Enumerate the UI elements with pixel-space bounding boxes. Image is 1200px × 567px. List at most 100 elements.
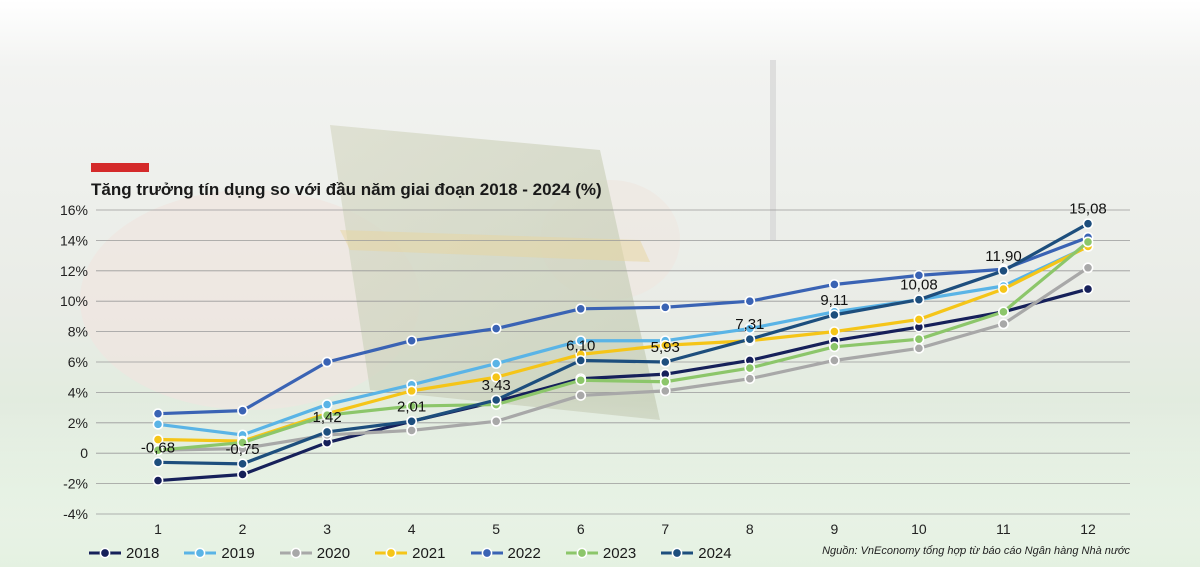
data-point-2023 bbox=[237, 437, 248, 448]
data-point-2021 bbox=[828, 326, 840, 337]
data-point-2019 bbox=[152, 418, 164, 430]
data-point-2024 bbox=[490, 394, 502, 406]
data-label: 3,43 bbox=[482, 377, 511, 394]
data-label: -0,75 bbox=[225, 441, 259, 458]
legend-label-2022: 2022 bbox=[507, 544, 541, 562]
data-label: 9,11 bbox=[820, 292, 848, 309]
data-point-2018 bbox=[237, 469, 248, 480]
legend-label-2018: 2018 bbox=[126, 544, 160, 562]
data-point-2019 bbox=[575, 335, 587, 347]
data-label: 7,31 bbox=[735, 316, 764, 333]
data-point-2023 bbox=[321, 409, 333, 421]
legend-item-2023: 2023 bbox=[565, 545, 636, 562]
title-accent-bar bbox=[91, 163, 149, 172]
series-2023 bbox=[152, 236, 1094, 456]
legend-swatch-2019 bbox=[184, 547, 217, 559]
data-point-2024 bbox=[828, 309, 840, 321]
series-line-2024 bbox=[157, 222, 1089, 466]
x-tick-label: 10 bbox=[911, 521, 927, 537]
y-tick-label: 4% bbox=[68, 384, 88, 400]
chart-title: Tăng trưởng tín dụng so với đầu năm giai… bbox=[91, 180, 602, 199]
data-point-2021 bbox=[152, 434, 164, 445]
series-2018 bbox=[152, 283, 1094, 486]
data-point-2022 bbox=[406, 335, 418, 347]
series-2022 bbox=[152, 231, 1094, 420]
series-lines bbox=[152, 218, 1094, 486]
data-point-2020 bbox=[828, 355, 840, 366]
data-label: 11,90 bbox=[985, 248, 1021, 265]
legend-label-2019: 2019 bbox=[221, 544, 255, 562]
data-point-2020 bbox=[659, 385, 671, 397]
data-point-2022 bbox=[659, 301, 671, 313]
legend-item-2022: 2022 bbox=[470, 545, 541, 562]
data-point-2023 bbox=[828, 341, 840, 353]
data-labels: -0,68 -0,75 1,42 2,01 3,43 6,10 5,93 7,31 9,11 10… bbox=[141, 201, 1107, 458]
data-label: 5,93 bbox=[651, 339, 680, 356]
legend-swatch-2022 bbox=[470, 547, 503, 559]
series-line-2018 bbox=[157, 287, 1089, 483]
data-point-2024 bbox=[152, 456, 164, 468]
x-tick-label: 7 bbox=[661, 521, 669, 537]
series-line-2023 bbox=[157, 240, 1090, 452]
legend-swatch-2020 bbox=[279, 547, 312, 559]
y-tick-label: 10% bbox=[60, 293, 88, 309]
data-point-2023 bbox=[659, 376, 671, 388]
x-axis-ticks: 1 2 3 4 5 6 7 8 9 10 11 12 bbox=[154, 521, 1096, 537]
data-point-2020 bbox=[913, 342, 925, 354]
legend-swatch-2021 bbox=[375, 547, 408, 559]
data-point-2024 bbox=[321, 426, 333, 438]
legend-label-2021: 2021 bbox=[412, 544, 446, 562]
x-tick-label: 9 bbox=[830, 521, 838, 537]
data-point-2024 bbox=[998, 265, 1009, 277]
y-tick-label: 6% bbox=[68, 354, 88, 370]
data-point-2021 bbox=[913, 314, 925, 325]
data-point-2019 bbox=[321, 399, 333, 410]
data-point-2024 bbox=[406, 415, 418, 427]
series-line-2022 bbox=[157, 235, 1089, 416]
legend-item-2024: 2024 bbox=[660, 544, 732, 562]
data-point-2020 bbox=[406, 424, 418, 436]
data-point-2024 bbox=[1082, 218, 1094, 230]
data-point-2020 bbox=[744, 373, 756, 385]
data-point-2020 bbox=[575, 390, 587, 401]
data-label: 1,42 bbox=[312, 409, 341, 426]
legend-label-2024: 2024 bbox=[698, 544, 732, 562]
data-label: 2,01 bbox=[397, 398, 426, 415]
data-point-2022 bbox=[490, 323, 502, 334]
legend-swatch-2018 bbox=[89, 547, 121, 559]
data-point-2024 bbox=[913, 294, 925, 306]
y-tick-label: -4% bbox=[63, 506, 88, 522]
x-tick-label: 5 bbox=[492, 521, 500, 537]
y-tick-label: 2% bbox=[68, 415, 88, 431]
data-point-2022 bbox=[152, 408, 164, 420]
data-label: 15,08 bbox=[1069, 201, 1107, 218]
x-tick-label: 1 bbox=[154, 521, 162, 537]
x-tick-label: 12 bbox=[1080, 521, 1096, 537]
data-point-2022 bbox=[321, 356, 333, 368]
data-point-2020 bbox=[490, 415, 502, 427]
data-point-2021 bbox=[406, 385, 418, 397]
data-point-2022 bbox=[237, 405, 248, 417]
data-label: -0,68 bbox=[141, 439, 175, 456]
legend-item-2020: 2020 bbox=[279, 545, 350, 562]
data-point-2020 bbox=[998, 318, 1009, 330]
x-tick-label: 11 bbox=[996, 521, 1011, 537]
data-point-2018 bbox=[152, 475, 164, 486]
y-tick-label: 0 bbox=[80, 445, 88, 461]
y-tick-label: 16% bbox=[60, 202, 88, 218]
data-point-2021 bbox=[659, 339, 671, 351]
data-label: 6,10 bbox=[566, 337, 595, 354]
data-point-2019 bbox=[490, 358, 502, 369]
legend-item-2018: 2018 bbox=[88, 545, 159, 562]
data-point-2022 bbox=[575, 303, 587, 315]
data-point-2024 bbox=[744, 333, 756, 345]
data-point-2023 bbox=[406, 400, 418, 412]
data-point-2021 bbox=[490, 371, 502, 383]
y-axis-ticks: 16% 14% 12% 10% 8% 6% 4% 2% 0 -2% -4% bbox=[60, 202, 88, 522]
legend-label-2023: 2023 bbox=[602, 544, 637, 562]
y-tick-label: 14% bbox=[60, 232, 88, 248]
data-label: 10,08 bbox=[900, 277, 938, 294]
data-point-2019 bbox=[744, 323, 756, 334]
x-tick-label: 6 bbox=[577, 521, 585, 537]
